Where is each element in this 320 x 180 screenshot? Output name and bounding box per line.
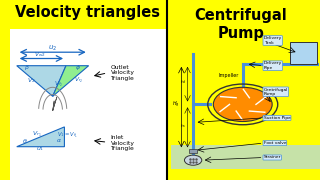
Bar <box>189 149 197 153</box>
Polygon shape <box>17 127 64 147</box>
Polygon shape <box>17 66 66 96</box>
Text: Delivery
Pipe: Delivery Pipe <box>264 61 282 70</box>
Text: Centrifugal: Centrifugal <box>195 8 287 23</box>
Bar <box>11 0 167 29</box>
Text: Foot valve: Foot valve <box>264 141 286 145</box>
Text: $V_{r_1}$: $V_{r_1}$ <box>32 130 42 139</box>
Text: Delivery
Tank: Delivery Tank <box>264 36 282 45</box>
Text: $\theta$: $\theta$ <box>22 137 28 145</box>
Polygon shape <box>53 97 57 111</box>
Text: $V_{f_2}$: $V_{f_2}$ <box>54 80 63 89</box>
Polygon shape <box>53 66 89 96</box>
Text: Suction Pipe: Suction Pipe <box>264 116 291 120</box>
Text: $H_g$: $H_g$ <box>172 100 180 110</box>
Text: Impeller: Impeller <box>219 73 239 78</box>
Circle shape <box>213 87 272 122</box>
Text: $\alpha$: $\alpha$ <box>56 137 62 144</box>
Bar <box>167 0 320 180</box>
Text: $V_1=V_{f_1}$: $V_1=V_{f_1}$ <box>57 130 78 140</box>
Bar <box>290 42 317 64</box>
Circle shape <box>184 155 202 165</box>
Text: Strainer: Strainer <box>264 156 281 159</box>
Text: $\beta$: $\beta$ <box>24 63 29 72</box>
Text: $V_{w2}$: $V_{w2}$ <box>34 50 46 59</box>
Text: $u_2$: $u_2$ <box>48 44 57 53</box>
Text: Inlet
Velocity
Triangle: Inlet Velocity Triangle <box>110 135 134 151</box>
Text: $h_s$: $h_s$ <box>180 122 186 129</box>
Text: Outlet
Velocity
Triangle: Outlet Velocity Triangle <box>110 65 134 81</box>
Text: Pump: Pump <box>218 26 265 41</box>
Text: $u_1$: $u_1$ <box>36 145 44 153</box>
Text: $h_d$: $h_d$ <box>180 79 186 86</box>
Text: $\phi$: $\phi$ <box>75 63 81 72</box>
Text: Centrifugal
Pump: Centrifugal Pump <box>264 87 288 96</box>
Bar <box>11 29 167 180</box>
Text: $V_2$: $V_2$ <box>27 76 35 85</box>
Bar <box>172 145 320 169</box>
Text: $V_{r_2}$: $V_{r_2}$ <box>74 76 83 86</box>
Text: Velocity triangles: Velocity triangles <box>15 5 160 20</box>
